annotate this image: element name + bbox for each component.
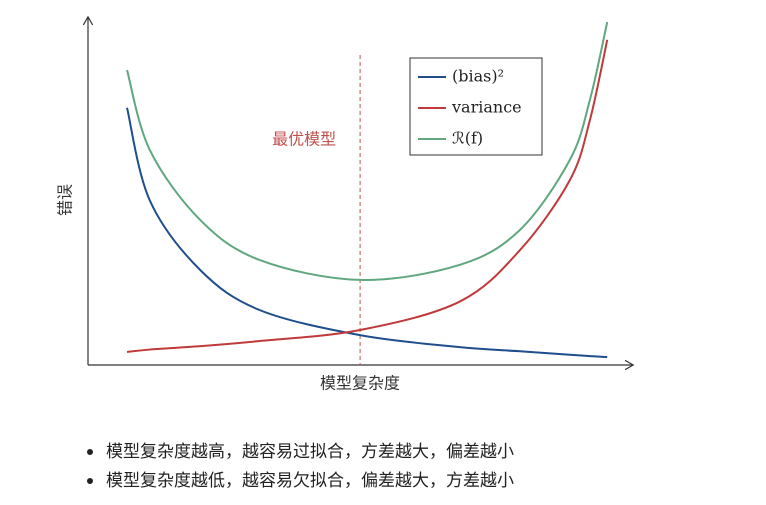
bullet-text: 模型复杂度越低，越容易欠拟合，偏差越大，方差越小 [106,471,514,491]
legend-box [409,57,543,156]
bullet-dot [87,449,93,455]
y-axis-label: 错误 [56,184,75,216]
bullet-text: 模型复杂度越高，越容易过拟合，方差越大，偏差越小 [106,442,514,462]
legend-label: ℛ(f) [452,129,483,148]
line-series [126,39,609,353]
line-series [126,21,609,281]
x-axis-label: 模型复杂度 [320,374,400,393]
legend-label: (bias)² [452,67,504,86]
bullet-dot [87,478,93,484]
annotation: 最优模型 [272,130,336,149]
legend-label: variance [451,98,522,117]
line-series [126,107,608,359]
